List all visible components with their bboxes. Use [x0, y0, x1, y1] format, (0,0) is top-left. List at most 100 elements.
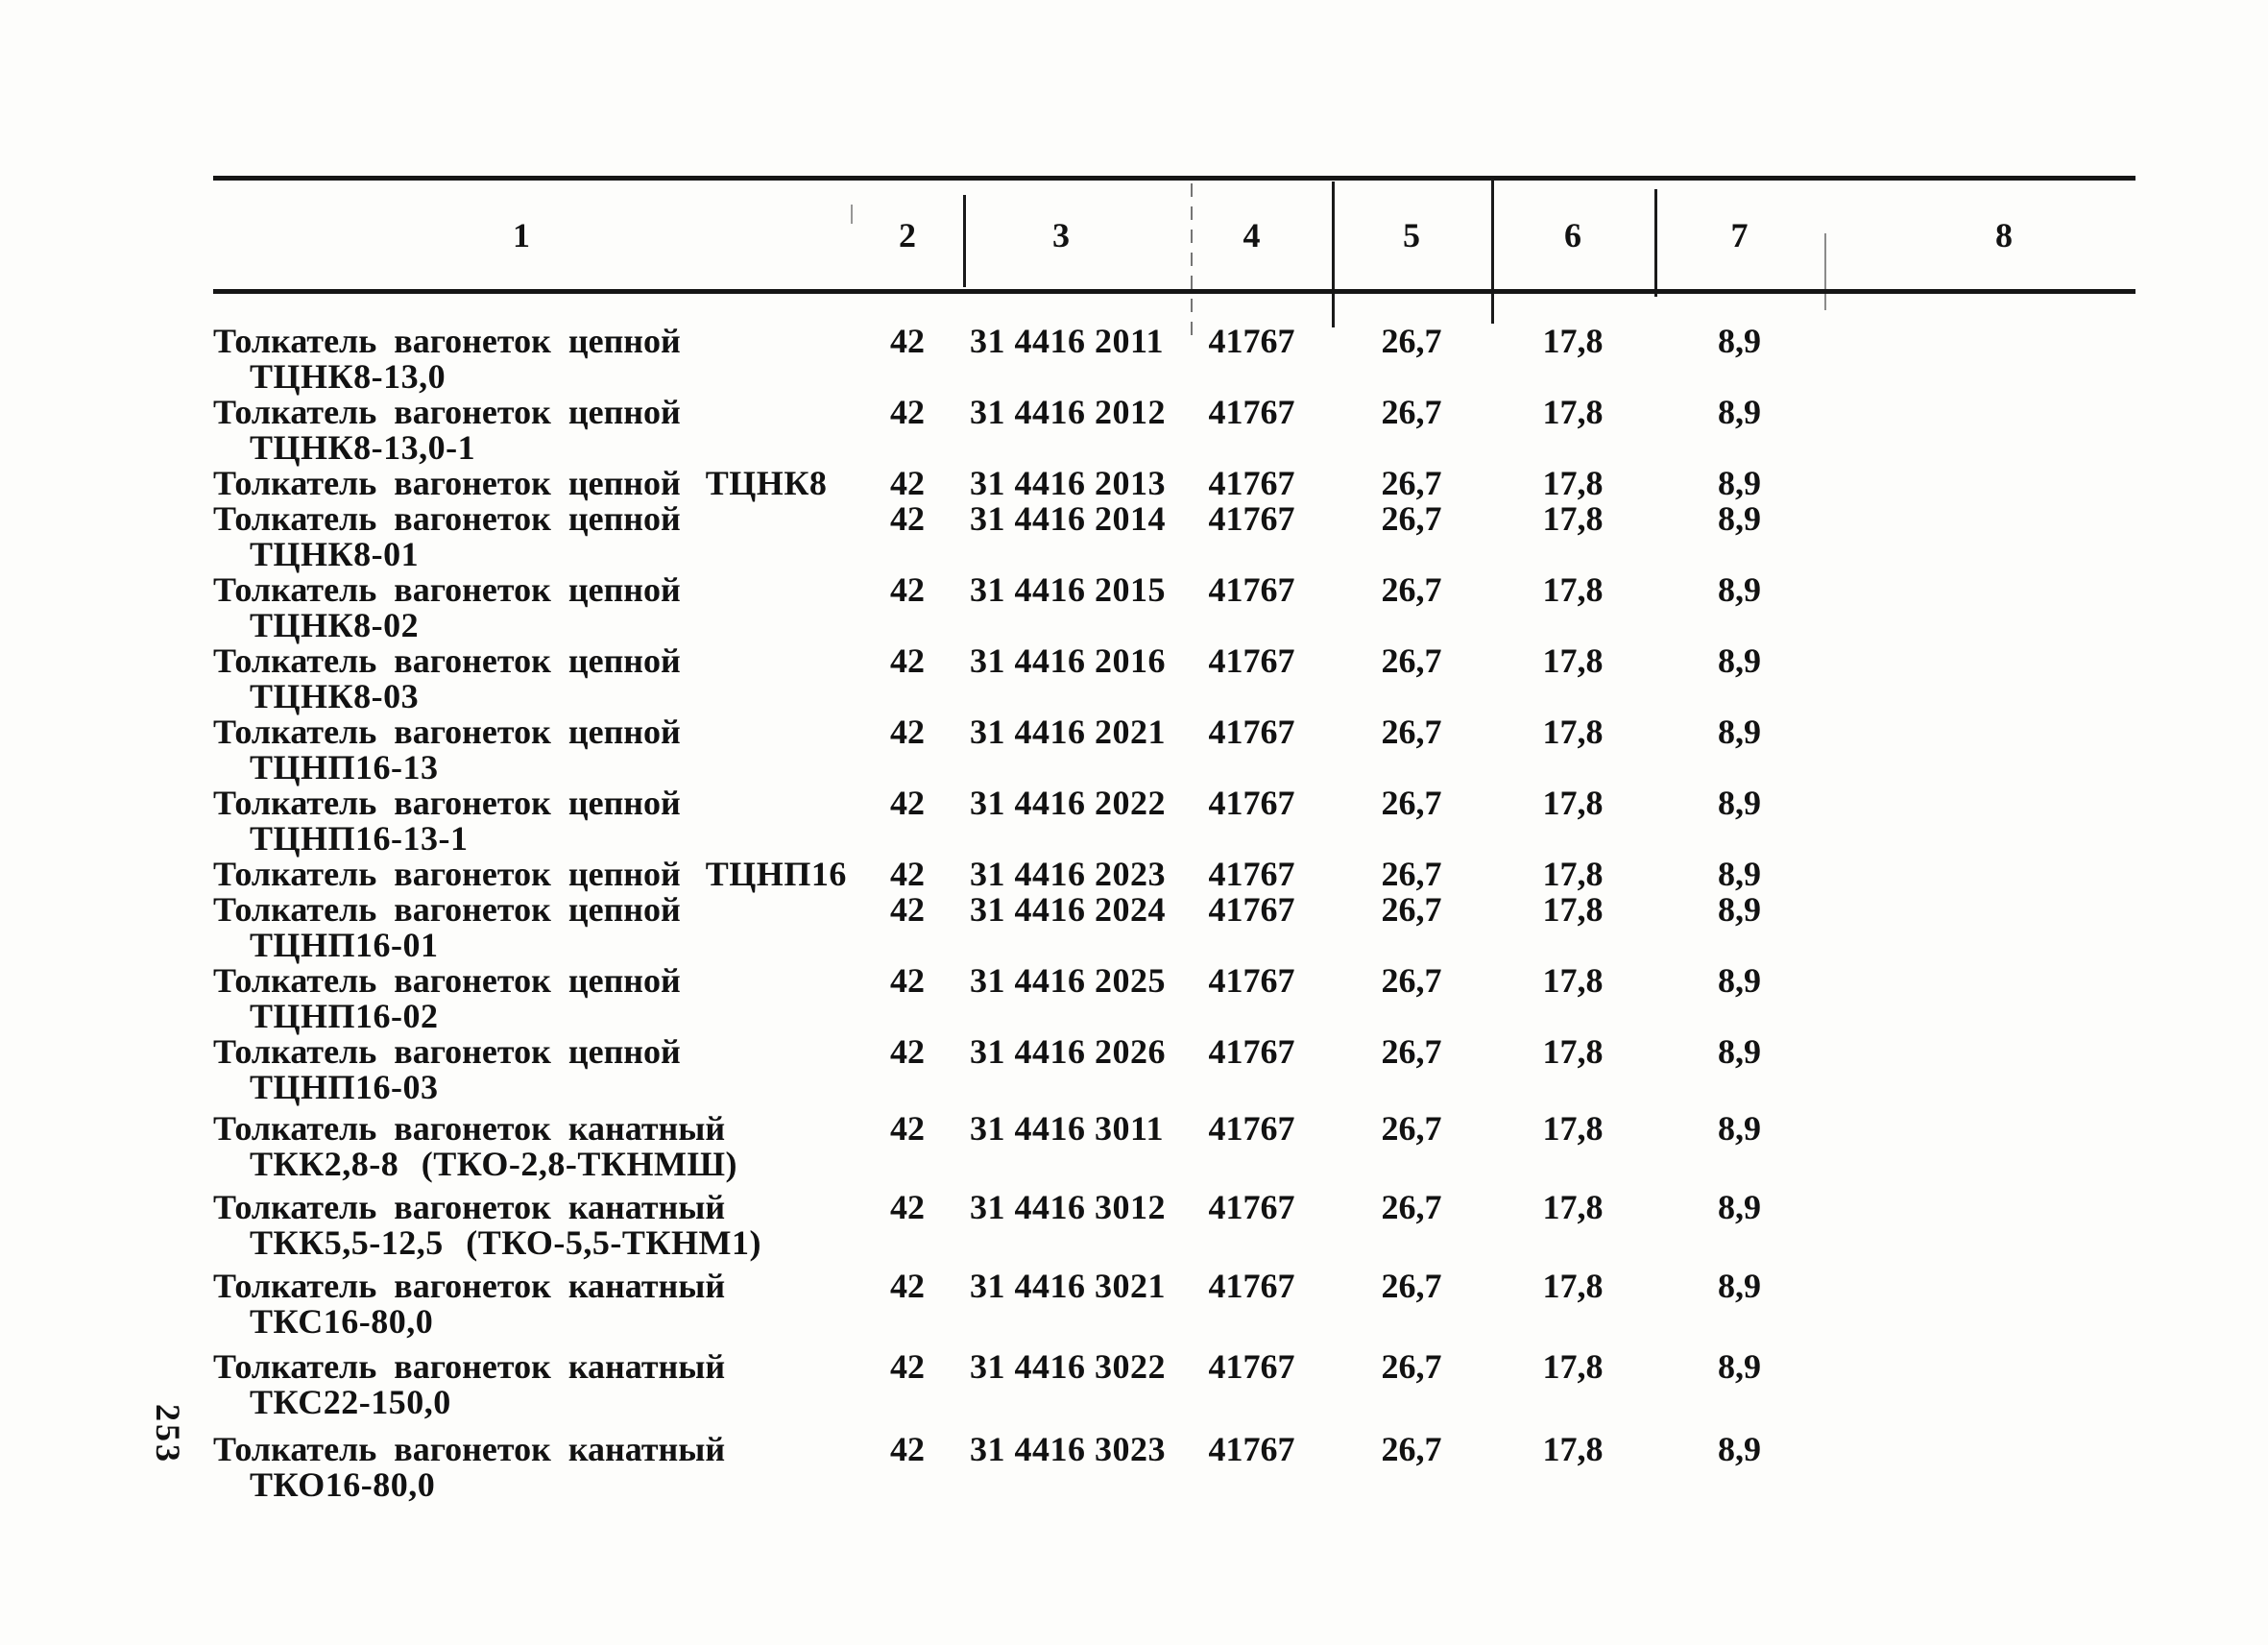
value-col7: 8,9 — [1718, 1188, 1761, 1226]
item-name-cell: Толкатель вагонеток цепной ТЦНП16-13-1 — [213, 786, 864, 857]
item-name: Толкатель вагонеток цепной — [213, 464, 681, 502]
value-col6: 17,8 — [1542, 855, 1604, 893]
item-name-line: Толкатель вагонеток канатный — [213, 1269, 864, 1304]
item-name-line: Толкатель вагонеток канатный — [213, 1432, 864, 1467]
table-rule-top — [213, 176, 2135, 181]
okp-code: 31 4416 2022 — [970, 784, 1166, 822]
item-designation: ТЦНП16-02 — [250, 997, 439, 1035]
value-col6: 17,8 — [1542, 1267, 1604, 1305]
value-col5: 26,7 — [1381, 1347, 1442, 1386]
table-row: Толкатель вагонеток цепной ТЦНП16 42 31 4… — [213, 857, 2135, 892]
item-name: Толкатель вагонеток цепной — [213, 713, 681, 751]
item-name: Толкатель вагонеток канатный — [213, 1347, 726, 1386]
value-col5: 26,7 — [1381, 1430, 1442, 1468]
table-row: Толкатель вагонеток цепной ТЦНП16-01 42 … — [213, 892, 2135, 963]
value-col6: 17,8 — [1542, 393, 1604, 431]
value-col4: 41767 — [1208, 641, 1295, 680]
item-name-cell: Толкатель вагонеток цепной ТЦНП16-01 — [213, 892, 864, 963]
value-col7: 8,9 — [1718, 855, 1761, 893]
item-name-line: Толкатель вагонеток цепной — [213, 786, 864, 821]
item-designation-inline: ТЦНК8 — [705, 464, 828, 502]
value-col5: 26,7 — [1381, 1267, 1442, 1305]
table-row: Толкатель вагонеток цепной ТЦНК8-13,0 42… — [213, 324, 2135, 395]
item-name: Толкатель вагонеток канатный — [213, 1430, 726, 1468]
group-code: 42 — [890, 499, 925, 538]
value-col5: 26,7 — [1381, 1188, 1442, 1226]
value-col7: 8,9 — [1718, 1109, 1761, 1148]
value-col7: 8,9 — [1718, 713, 1761, 751]
item-designation: ТЦНК8-02 — [250, 606, 420, 644]
value-col6: 17,8 — [1542, 464, 1604, 502]
value-col5: 26,7 — [1381, 499, 1442, 538]
group-code: 42 — [890, 464, 925, 502]
table-row: Толкатель вагонеток цепной ТЦНК8-02 42 3… — [213, 572, 2135, 643]
table-row: Толкатель вагонеток цепной ТЦНК8-03 42 3… — [213, 643, 2135, 714]
group-code: 42 — [890, 890, 925, 929]
value-col5: 26,7 — [1381, 322, 1442, 360]
item-designation: ТКС22-150,0 — [250, 1383, 451, 1421]
column-header-8: 8 — [1995, 215, 2013, 254]
value-col5: 26,7 — [1381, 393, 1442, 431]
group-code: 42 — [890, 1430, 925, 1468]
group-code: 42 — [890, 713, 925, 751]
value-col4: 41767 — [1208, 1188, 1295, 1226]
column-header-3: 3 — [1052, 215, 1070, 254]
table-row: Толкатель вагонеток цепной ТЦНК8 42 31 44… — [213, 466, 2135, 501]
item-name: Толкатель вагонеток цепной — [213, 855, 681, 893]
okp-code: 31 4416 3021 — [970, 1267, 1166, 1305]
value-col5: 26,7 — [1381, 713, 1442, 751]
table-header-row: 1 2 3 4 5 6 7 8 — [213, 181, 2135, 289]
value-col5: 26,7 — [1381, 855, 1442, 893]
item-designation-inline: ТЦНП16 — [705, 855, 847, 893]
okp-code: 31 4416 2023 — [970, 855, 1166, 893]
item-name-cell: Толкатель вагонеток цепной ТЦНК8-01 — [213, 501, 864, 572]
value-col4: 41767 — [1208, 890, 1295, 929]
item-name: Толкатель вагонеток канатный — [213, 1267, 726, 1305]
item-name-cell: Толкатель вагонеток цепной ТЦНК8-03 — [213, 643, 864, 714]
item-name-cell: Толкатель вагонеток цепной ТЦНП16 — [213, 857, 864, 892]
item-designation: ТЦНК8-13,0 — [250, 357, 446, 396]
item-designation: ТЦНП16-13-1 — [250, 819, 469, 858]
item-designation: ТКО16-80,0 — [250, 1465, 436, 1504]
value-col6: 17,8 — [1542, 570, 1604, 609]
value-col5: 26,7 — [1381, 641, 1442, 680]
value-col4: 41767 — [1208, 570, 1295, 609]
table-row: Толкатель вагонеток канатный ТКК2,8-8 (Т… — [213, 1111, 2135, 1182]
item-name: Толкатель вагонеток цепной — [213, 322, 681, 360]
header-divider-3-4 — [1191, 183, 1193, 342]
item-name-line: Толкатель вагонеток цепной — [213, 572, 864, 608]
item-name-line: Толкатель вагонеток цепной — [213, 892, 864, 928]
okp-code: 31 4416 3012 — [970, 1188, 1166, 1226]
item-name: Толкатель вагонеток канатный — [213, 1109, 726, 1148]
item-name-cell: Толкатель вагонеток цепной ТЦНП16-02 — [213, 963, 864, 1034]
value-col6: 17,8 — [1542, 1188, 1604, 1226]
header-divider-4-5 — [1332, 181, 1335, 327]
header-divider-1-2 — [851, 205, 853, 224]
group-code: 42 — [890, 961, 925, 1000]
item-name-cell: Толкатель вагонеток цепной ТЦНК8-13,0 — [213, 324, 864, 395]
item-name-line: Толкатель вагонеток цепной — [213, 643, 864, 679]
value-col6: 17,8 — [1542, 499, 1604, 538]
table-row: Толкатель вагонеток цепной ТЦНП16-02 42 … — [213, 963, 2135, 1034]
item-name-cell: Толкатель вагонеток цепной ТЦНК8-13,0-1 — [213, 395, 864, 466]
item-name: Толкатель вагонеток цепной — [213, 890, 681, 929]
table-row: Толкатель вагонеток канатный ТКК5,5-12,5… — [213, 1190, 2135, 1261]
okp-code: 31 4416 2015 — [970, 570, 1166, 609]
value-col5: 26,7 — [1381, 1109, 1442, 1148]
table-row: Толкатель вагонеток цепной ТЦНК8-01 42 3… — [213, 501, 2135, 572]
item-name: Толкатель вагонеток цепной — [213, 570, 681, 609]
item-name-cell: Толкатель вагонеток канатный ТКК5,5-12,5… — [213, 1190, 864, 1261]
okp-code: 31 4416 2014 — [970, 499, 1166, 538]
value-col4: 41767 — [1208, 713, 1295, 751]
column-header-5: 5 — [1403, 215, 1420, 254]
value-col7: 8,9 — [1718, 1430, 1761, 1468]
value-col7: 8,9 — [1718, 570, 1761, 609]
value-col4: 41767 — [1208, 1109, 1295, 1148]
item-name-line: Толкатель вагонеток канатный — [213, 1111, 864, 1147]
value-col7: 8,9 — [1718, 641, 1761, 680]
value-col5: 26,7 — [1381, 1032, 1442, 1071]
value-col4: 41767 — [1208, 1267, 1295, 1305]
header-divider-5-6 — [1491, 180, 1494, 324]
item-designation: ТЦНП16-03 — [250, 1068, 439, 1106]
